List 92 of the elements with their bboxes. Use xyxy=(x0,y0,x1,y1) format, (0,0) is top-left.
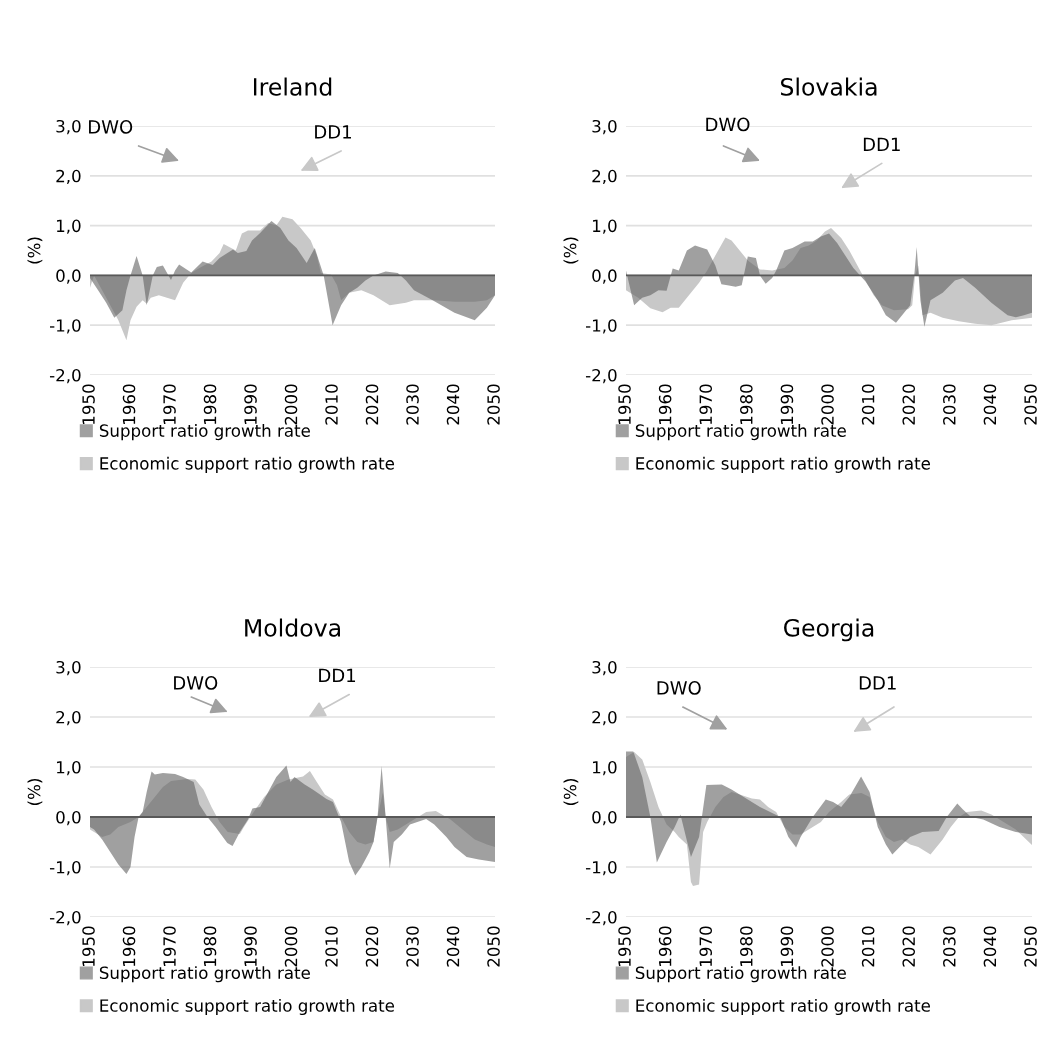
y-tick-label: 3,0 xyxy=(56,660,81,676)
annotation: DWO xyxy=(89,120,133,134)
annotation: DWO xyxy=(174,676,218,690)
x-tick-label: 2000 xyxy=(284,384,298,425)
x-tick-label: 1980 xyxy=(740,384,753,424)
x-tick-label: 1960 xyxy=(658,384,672,424)
y-tick-label: -1,0 xyxy=(585,319,617,334)
annotation: DD1 xyxy=(859,676,896,690)
x-tick-label: 2010 xyxy=(325,384,338,425)
chart-title: Moldova xyxy=(245,618,340,637)
legend-label: Economic support ratio growth rate xyxy=(100,998,395,1016)
legend-label: Economic support ratio growth rate xyxy=(636,998,930,1016)
y-tick-label: 0,0 xyxy=(56,269,81,284)
x-tick-label: 1980 xyxy=(203,926,217,966)
x-tick-label: 1950 xyxy=(618,926,631,966)
x-tick-label: 2040 xyxy=(446,926,460,967)
x-tick-label: 2020 xyxy=(902,384,916,425)
y-tick-label: 3,0 xyxy=(56,119,81,135)
y-tick-label: -2,0 xyxy=(49,368,81,384)
y-tick-label: -1,0 xyxy=(49,319,81,334)
y-tick-label: 2,0 xyxy=(592,710,617,726)
y-axis-title: (%) xyxy=(563,237,579,264)
y-tick-label: 2,0 xyxy=(592,169,617,185)
x-tick-label: 2050 xyxy=(487,384,500,425)
annotation: DWO xyxy=(657,681,701,695)
legend-label: Economic support ratio growth rate xyxy=(100,456,395,473)
y-tick-label: 2,0 xyxy=(56,710,81,726)
x-tick-label: 2020 xyxy=(902,926,916,967)
y-tick-label: 2,0 xyxy=(56,169,81,185)
x-tick-label: 2030 xyxy=(943,926,956,967)
x-tick-label: 2020 xyxy=(365,384,379,425)
x-tick-label: 2010 xyxy=(325,926,338,967)
y-tick-label: -2,0 xyxy=(585,910,617,926)
x-tick-label: 1960 xyxy=(122,384,136,424)
legend-label: Support ratio growth rate xyxy=(635,966,846,983)
x-tick-label: 1950 xyxy=(82,926,95,966)
x-tick-label: 1990 xyxy=(780,384,794,424)
chart-title: Ireland xyxy=(253,77,332,96)
x-tick-label: 2030 xyxy=(406,384,419,425)
chart-title: Slovakia xyxy=(780,77,877,96)
x-tick-label: 1980 xyxy=(203,384,217,424)
x-tick-label: 1990 xyxy=(244,384,257,424)
y-tick-label: 3,0 xyxy=(592,119,617,135)
legend-label: Support ratio growth rate xyxy=(99,966,310,983)
y-tick-label: 1,0 xyxy=(592,760,617,776)
y-axis-title: (%) xyxy=(563,779,579,805)
x-tick-label: 2030 xyxy=(943,384,956,425)
chart-title: Georgia xyxy=(784,618,874,642)
y-tick-label: 1,0 xyxy=(56,219,81,234)
y-tick-label: -1,0 xyxy=(49,860,81,876)
y-tick-label: -2,0 xyxy=(49,910,81,926)
x-tick-label: 2000 xyxy=(821,926,834,967)
x-tick-label: 1980 xyxy=(740,926,753,966)
y-tick-label: 1,0 xyxy=(592,219,617,234)
annotation: DD1 xyxy=(315,125,351,139)
annotation: DD1 xyxy=(319,668,356,682)
x-tick-label: 2040 xyxy=(446,384,460,425)
legend-label: Economic support ratio growth rate xyxy=(636,456,930,473)
x-tick-label: 2050 xyxy=(487,926,500,967)
x-tick-label: 2020 xyxy=(365,926,379,967)
x-tick-label: 1970 xyxy=(163,384,176,424)
x-tick-label: 2030 xyxy=(406,926,419,967)
x-tick-label: 1990 xyxy=(780,926,794,966)
x-tick-label: 2050 xyxy=(1024,384,1037,425)
x-tick-label: 1990 xyxy=(244,926,257,966)
y-tick-label: -1,0 xyxy=(585,860,617,876)
y-tick-label: 0,0 xyxy=(56,810,81,826)
y-tick-label: 0,0 xyxy=(592,810,617,826)
x-tick-label: 1960 xyxy=(122,926,136,966)
x-tick-label: 1970 xyxy=(163,926,176,966)
y-tick-label: -2,0 xyxy=(585,368,617,384)
x-tick-label: 2010 xyxy=(861,384,875,425)
x-tick-label: 2000 xyxy=(284,926,298,967)
y-tick-label: 0,0 xyxy=(592,269,617,284)
x-tick-label: 2040 xyxy=(983,384,997,425)
x-tick-label: 1970 xyxy=(699,384,713,424)
y-tick-label: 3,0 xyxy=(592,660,617,676)
legend-label: Support ratio growth rate xyxy=(635,424,846,441)
x-tick-label: 2000 xyxy=(821,384,834,425)
x-tick-label: 1950 xyxy=(82,384,95,424)
annotation: DD1 xyxy=(863,137,900,151)
x-tick-label: 1950 xyxy=(618,384,631,424)
y-axis-title: (%) xyxy=(27,237,43,264)
x-tick-label: 2040 xyxy=(983,926,997,967)
x-tick-label: 1970 xyxy=(699,926,713,966)
y-axis-title: (%) xyxy=(27,779,43,805)
x-tick-label: 2010 xyxy=(861,926,875,967)
annotation: DWO xyxy=(706,117,750,132)
y-tick-label: 1,0 xyxy=(56,760,81,776)
legend-label: Support ratio growth rate xyxy=(99,424,310,441)
x-tick-label: 1960 xyxy=(658,926,672,966)
x-tick-label: 2050 xyxy=(1024,926,1037,967)
